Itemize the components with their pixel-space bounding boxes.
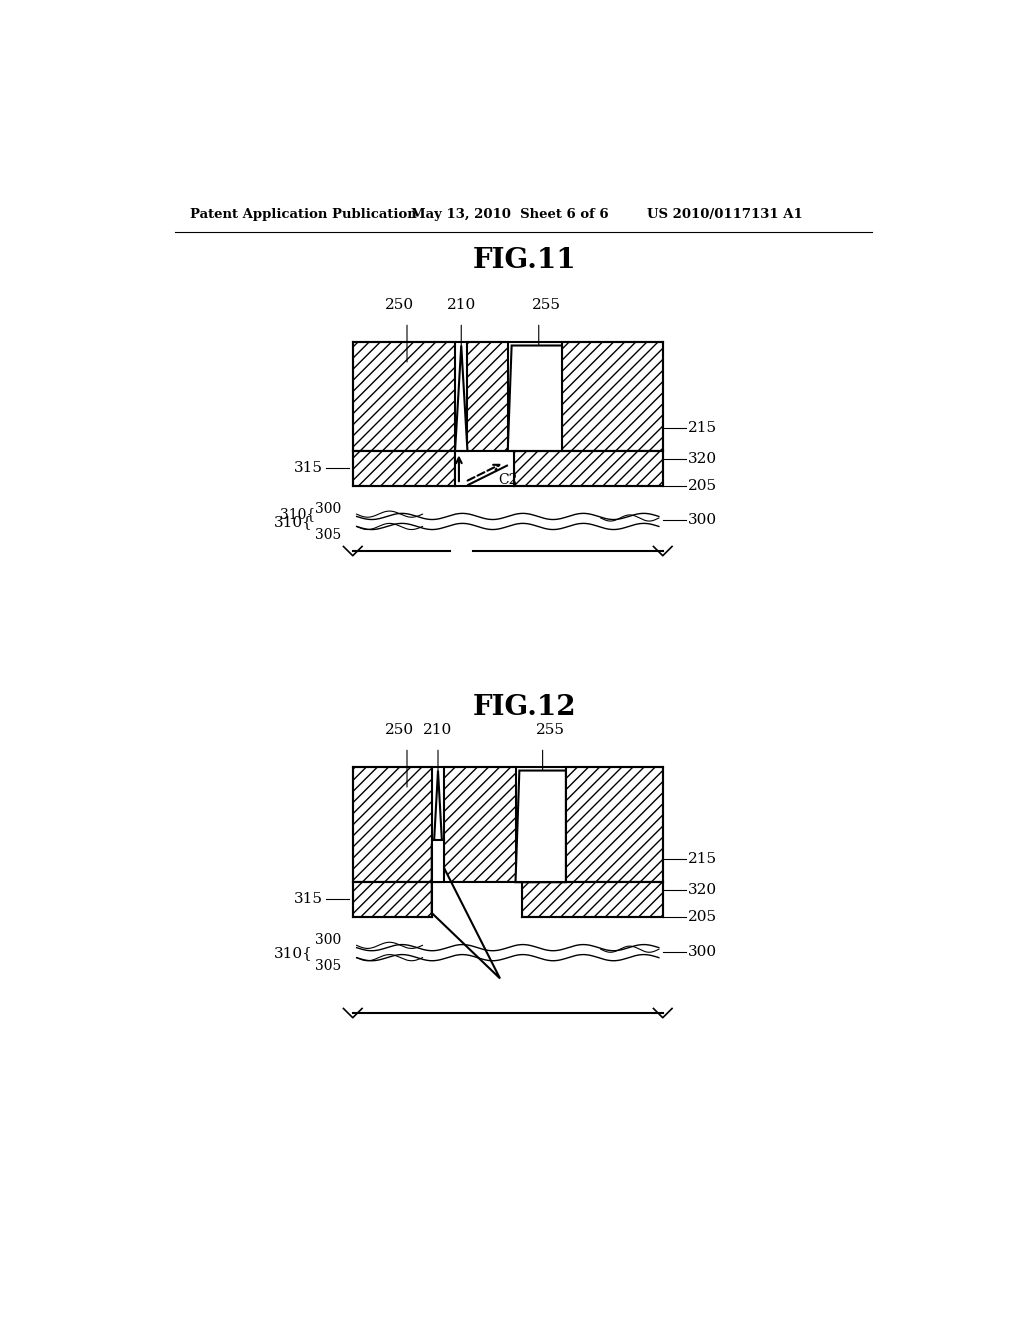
Text: 255: 255: [536, 723, 565, 738]
Bar: [521, 882, 663, 917]
Text: 210: 210: [423, 723, 453, 738]
Text: 310{: 310{: [273, 946, 312, 960]
Text: May 13, 2010  Sheet 6 of 6: May 13, 2010 Sheet 6 of 6: [411, 209, 608, 222]
Polygon shape: [432, 771, 444, 882]
Text: 300: 300: [688, 513, 718, 527]
Text: 315: 315: [294, 892, 324, 906]
Text: 205: 205: [688, 479, 718, 492]
Text: 300: 300: [688, 945, 718, 958]
Text: 300: 300: [314, 933, 341, 946]
Bar: [352, 767, 432, 882]
Bar: [467, 342, 508, 451]
Text: 310{: 310{: [273, 515, 312, 529]
Bar: [352, 882, 432, 917]
Polygon shape: [455, 346, 467, 451]
Bar: [514, 451, 663, 486]
Text: 320: 320: [688, 451, 718, 466]
Text: 305: 305: [314, 960, 341, 973]
Bar: [352, 451, 455, 486]
Text: FIG.12: FIG.12: [473, 693, 577, 721]
Polygon shape: [432, 843, 500, 978]
Bar: [455, 451, 514, 486]
Text: 255: 255: [532, 298, 561, 313]
Text: 300: 300: [314, 502, 341, 516]
Text: 215: 215: [688, 421, 718, 434]
Bar: [432, 882, 521, 917]
Text: 310{: 310{: [281, 507, 315, 521]
Bar: [432, 840, 444, 882]
Text: 210: 210: [446, 298, 476, 313]
Text: 315: 315: [294, 461, 324, 475]
Polygon shape: [515, 771, 566, 882]
Bar: [562, 342, 663, 451]
Text: 215: 215: [688, 853, 718, 866]
Text: 205: 205: [688, 909, 718, 924]
Text: 250: 250: [385, 723, 414, 738]
Text: US 2010/0117131 A1: US 2010/0117131 A1: [647, 209, 803, 222]
Text: Patent Application Publication: Patent Application Publication: [190, 209, 417, 222]
Polygon shape: [508, 346, 562, 451]
Text: C2: C2: [499, 473, 518, 487]
Text: FIG.11: FIG.11: [473, 247, 577, 275]
Bar: [444, 767, 515, 882]
Bar: [566, 767, 663, 882]
Bar: [352, 342, 455, 451]
Text: 320: 320: [688, 883, 718, 896]
Text: 305: 305: [314, 528, 341, 543]
Text: 250: 250: [385, 298, 414, 313]
